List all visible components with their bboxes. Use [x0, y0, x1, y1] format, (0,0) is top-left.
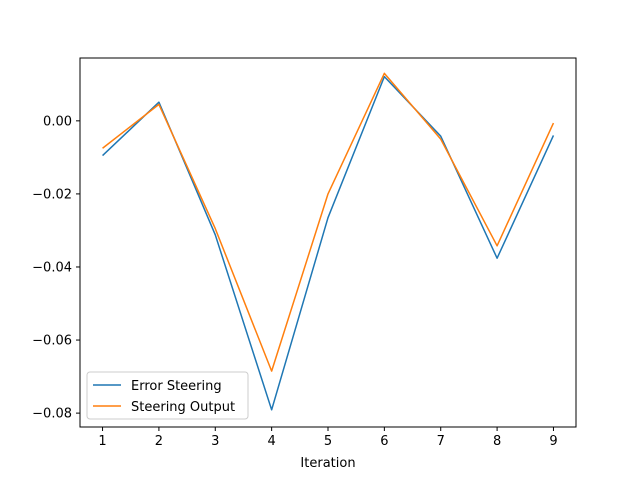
y-tick-label: −0.02: [32, 187, 72, 202]
y-tick-label: −0.04: [32, 260, 72, 275]
x-tick-label: 1: [98, 434, 106, 449]
x-tick-label: 5: [324, 434, 332, 449]
x-tick-label: 3: [211, 434, 219, 449]
legend-label-steering-output: Steering Output: [131, 400, 235, 415]
x-axis-ticks: 1 2 3 4 5 6 7 8 9: [98, 427, 558, 449]
x-tick-label: 6: [380, 434, 388, 449]
y-axis-ticks: −0.08 −0.06 −0.04 −0.02 0.00: [32, 114, 80, 422]
x-tick-label: 9: [549, 434, 557, 449]
y-tick-label: −0.06: [32, 334, 72, 349]
x-tick-label: 2: [155, 434, 163, 449]
legend: Error Steering Steering Output: [86, 371, 249, 420]
x-tick-label: 4: [267, 434, 275, 449]
series-line-steering-output: [102, 72, 555, 372]
legend-box: [86, 371, 249, 420]
y-tick-label: 0.00: [43, 114, 72, 129]
legend-label-error-steering: Error Steering: [131, 379, 222, 394]
y-tick-label: −0.08: [32, 407, 72, 422]
x-tick-label: 8: [493, 434, 501, 449]
x-axis-label: Iteration: [300, 456, 355, 471]
series-lines: [102, 72, 555, 411]
x-tick-label: 7: [437, 434, 445, 449]
